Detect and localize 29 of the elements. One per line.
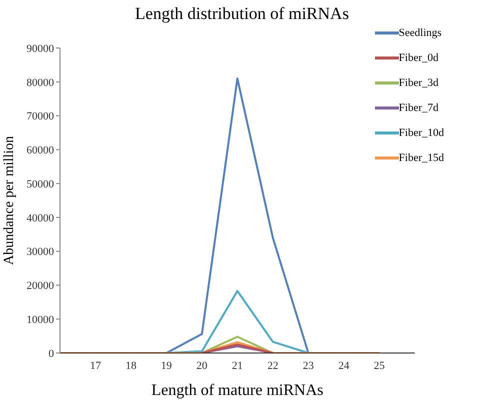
x-tick-label: 20 xyxy=(196,360,208,372)
chart-title: Length distribution of miRNAs xyxy=(134,4,350,24)
legend-label: Seedlings xyxy=(398,26,442,38)
x-tick-label: 19 xyxy=(160,360,172,372)
x-tick-label: 18 xyxy=(125,360,137,372)
y-tick-label: 50000 xyxy=(26,178,54,190)
y-tick-label: 40000 xyxy=(26,212,54,224)
y-axis-title: Abundance per million xyxy=(2,136,17,266)
y-tick-label: 80000 xyxy=(26,76,54,89)
x-tick-label: 17 xyxy=(90,360,102,372)
y-tick-label: 0 xyxy=(48,348,54,360)
y-tick-label: 90000 xyxy=(26,42,54,55)
y-tick-label: 20000 xyxy=(26,280,54,292)
x-tick-label: 22 xyxy=(267,360,278,372)
x-axis-title: Length of mature miRNAs xyxy=(151,382,324,399)
legend-label: Fiber_7d xyxy=(398,102,438,114)
x-tick-label: 24 xyxy=(338,360,350,372)
y-tick-label: 10000 xyxy=(26,314,54,326)
legend-label: Fiber_0d xyxy=(398,52,438,64)
legend-label: Fiber_10d xyxy=(398,126,444,138)
x-tick-label: 23 xyxy=(302,360,314,372)
line-series xyxy=(165,78,310,353)
x-tick-label: 21 xyxy=(232,360,243,372)
legend-label: Fiber_3d xyxy=(398,76,438,88)
y-tick-label: 60000 xyxy=(26,144,54,157)
y-tick-label: 30000 xyxy=(26,246,54,258)
legend-label: Fiber_15d xyxy=(398,152,444,164)
x-tick-label: 25 xyxy=(374,360,386,372)
y-tick-label: 70000 xyxy=(26,110,54,123)
